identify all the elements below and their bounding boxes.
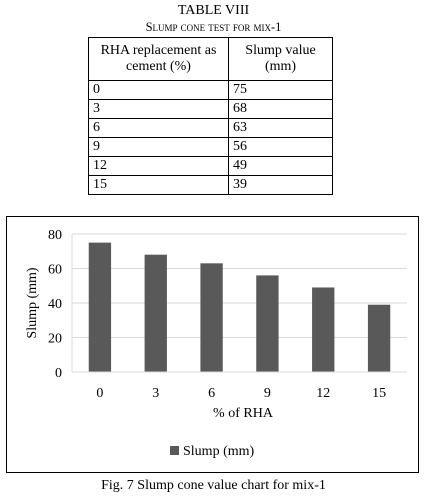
table-title: TABLE VIII [177, 3, 250, 18]
figure-caption: Fig. 7 Slump cone value chart for mix-1 [101, 478, 326, 493]
table-cell: 15 [88, 175, 229, 195]
legend-swatch [170, 446, 179, 455]
slump-table: RHA replacement as cement (%) Slump valu… [88, 37, 333, 195]
table-row: 12 49 [88, 156, 333, 176]
bar [312, 287, 335, 372]
y-tick-label: 20 [48, 332, 62, 347]
table-cell: 63 [228, 118, 333, 138]
bar [367, 304, 391, 372]
x-tick-label: 6 [208, 386, 215, 401]
table-cell: 6 [88, 118, 229, 138]
y-axis-title: Slump (mm) [25, 267, 40, 339]
bar [144, 254, 167, 372]
column-header-slump: Slump value (mm) [228, 37, 333, 81]
y-tick-label: 0 [55, 366, 62, 381]
table-cell: 12 [88, 156, 229, 176]
y-tick-label: 40 [48, 297, 62, 312]
table-cell: 39 [228, 175, 333, 195]
table-cell: 56 [228, 137, 333, 157]
table-cell: 9 [88, 137, 229, 157]
table-row: 9 56 [88, 137, 333, 157]
x-tick-label: 15 [372, 386, 386, 401]
x-tick-label: 0 [96, 386, 103, 401]
table-cell: 3 [88, 99, 229, 119]
y-tick-label: 80 [48, 228, 62, 243]
x-tick-label: 9 [264, 386, 271, 401]
y-tick-label: 60 [48, 263, 62, 278]
table-header-row: RHA replacement as cement (%) Slump valu… [88, 37, 333, 81]
chart-frame: 0 20 40 60 80 0 3 6 9 12 15 % of RHA Slump (mm) Slump… [6, 216, 419, 473]
table-cell: 75 [228, 80, 333, 100]
table-row: 15 39 [88, 175, 333, 195]
x-tick-label: 3 [152, 386, 159, 401]
table-row: 3 68 [88, 99, 333, 119]
legend-label: Slump (mm) [183, 444, 255, 459]
bar [256, 275, 279, 372]
x-tick-label: 12 [316, 386, 330, 401]
column-header-rha: RHA replacement as cement (%) [88, 37, 229, 81]
table-cell: 49 [228, 156, 333, 176]
table-subtitle: Slump cone test for mix-1 [145, 20, 282, 34]
table-cell: 0 [88, 80, 229, 100]
table-cell: 68 [228, 99, 333, 119]
slump-bar-chart: 0 20 40 60 80 0 3 6 9 12 15 % of RHA Slump (mm) Slump… [25, 228, 407, 459]
bar [88, 242, 112, 372]
x-axis-title: % of RHA [213, 406, 274, 421]
table-row: 0 75 [88, 80, 333, 100]
table-row: 6 63 [88, 118, 333, 138]
bar [200, 263, 223, 372]
